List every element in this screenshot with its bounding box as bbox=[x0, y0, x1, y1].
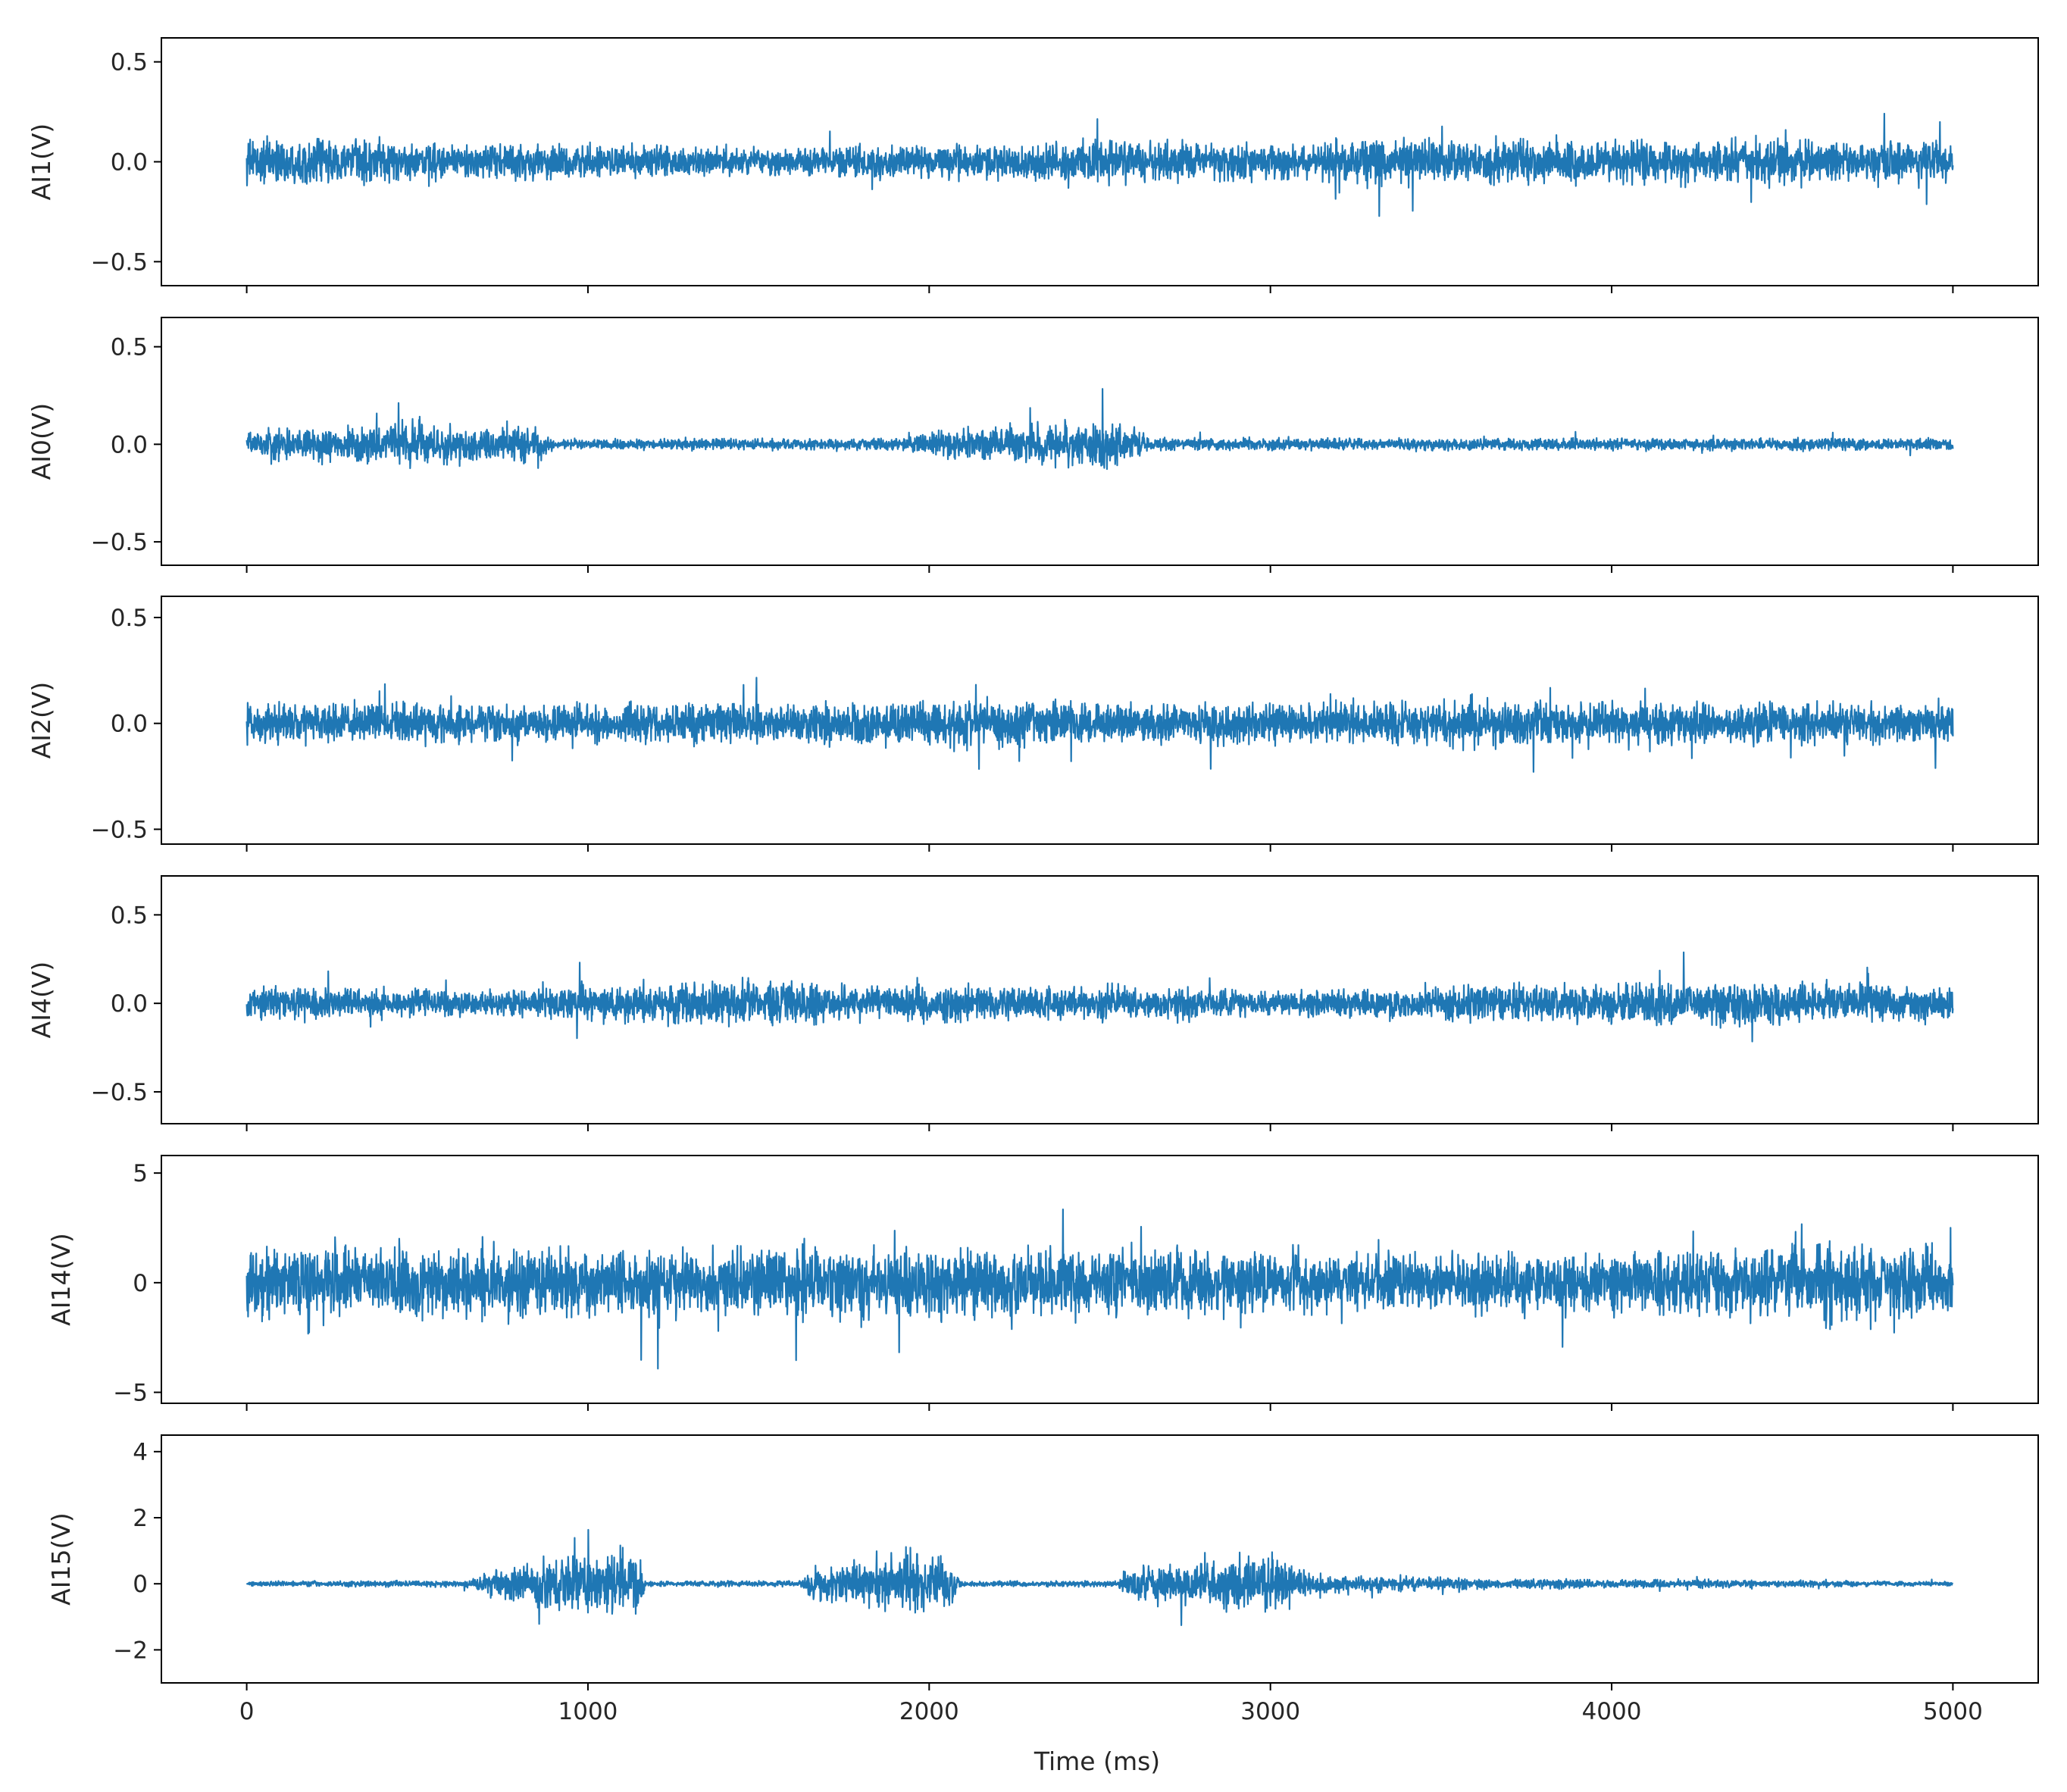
y-axis-label: AI1(V) bbox=[27, 124, 56, 201]
y-tick-label: −2 bbox=[113, 1637, 148, 1664]
axes-frame bbox=[161, 1155, 2039, 1404]
y-axis-label: AI0(V) bbox=[27, 403, 56, 480]
axes-frame bbox=[161, 596, 2039, 845]
signal-trace bbox=[245, 388, 1954, 471]
y-tick-label: −0.5 bbox=[91, 1079, 148, 1106]
y-tick-label: −0.5 bbox=[91, 529, 148, 556]
y-tick-label: −0.5 bbox=[91, 249, 148, 276]
x-tick-label: 0 bbox=[239, 1698, 255, 1725]
y-tick-label: 0 bbox=[133, 1571, 148, 1598]
y-tick-label: −5 bbox=[113, 1380, 148, 1407]
y-tick-label: 0.5 bbox=[111, 49, 148, 77]
y-tick-label: 0.5 bbox=[111, 334, 148, 361]
axes-frame bbox=[161, 1434, 2039, 1684]
y-tick-label: 0.0 bbox=[111, 149, 148, 177]
signal-trace bbox=[245, 112, 1954, 217]
subplot-3: −0.5 0.0 0.5 AI2(V) bbox=[27, 596, 2039, 852]
y-axis-label: AI14(V) bbox=[46, 1233, 76, 1326]
y-tick-label: 4 bbox=[133, 1439, 148, 1466]
y-axis-label: AI4(V) bbox=[27, 962, 56, 1039]
x-tick-label: 2000 bbox=[899, 1698, 959, 1725]
axes-frame bbox=[161, 317, 2039, 566]
y-axis-label: AI2(V) bbox=[27, 682, 56, 759]
signal-trace bbox=[245, 1209, 1954, 1370]
x-tick-label: 4000 bbox=[1582, 1698, 1642, 1725]
y-tick-label: 0.0 bbox=[111, 990, 148, 1018]
y-tick-label: 0.0 bbox=[111, 431, 148, 458]
y-axis-label: AI15(V) bbox=[46, 1512, 76, 1606]
subplot-5: −5 0 5 AI14(V) bbox=[46, 1155, 2039, 1411]
y-tick-label: 0.5 bbox=[111, 902, 148, 929]
x-tick-label: 3000 bbox=[1240, 1698, 1300, 1725]
subplot-6: 0 1000 2000 3000 4000 5000 −2 0 2 4 AI15(V) bbox=[46, 1434, 2039, 1725]
y-tick-label: 5 bbox=[133, 1160, 148, 1187]
signal-trace bbox=[245, 677, 1954, 773]
y-tick-label: 0.0 bbox=[111, 711, 148, 738]
signal-trace bbox=[245, 951, 1954, 1043]
x-tick-label: 1000 bbox=[558, 1698, 618, 1725]
subplot-2: −0.5 0.0 0.5 AI0(V) bbox=[27, 317, 2039, 573]
subplot-1: −0.5 0.0 0.5 AI1(V) bbox=[27, 37, 2039, 293]
x-tick-label: 5000 bbox=[1923, 1698, 1983, 1725]
y-tick-label: −0.5 bbox=[91, 816, 148, 843]
axes-frame bbox=[161, 875, 2039, 1124]
subplot-4: −0.5 0.0 0.5 AI4(V) bbox=[27, 875, 2039, 1131]
y-tick-label: 0.5 bbox=[111, 605, 148, 632]
signal-trace bbox=[245, 1528, 1954, 1626]
x-axis-label: Time (ms) bbox=[1034, 1747, 1160, 1776]
y-tick-label: 2 bbox=[133, 1505, 148, 1532]
y-tick-label: 0 bbox=[133, 1270, 148, 1297]
